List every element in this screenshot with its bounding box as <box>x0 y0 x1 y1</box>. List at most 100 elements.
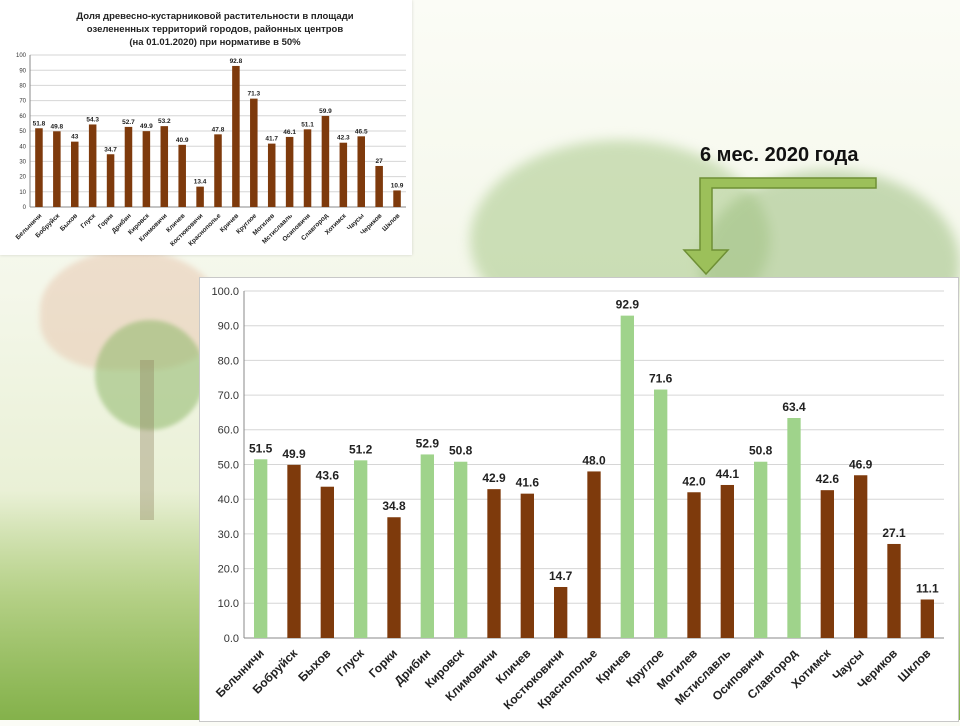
data-label: 42.3 <box>337 135 350 142</box>
bar <box>820 490 834 638</box>
bar <box>254 459 268 638</box>
y-tick-label: 90.0 <box>218 321 239 333</box>
data-label: 14.7 <box>549 569 573 583</box>
x-tick-label: Быхов <box>295 646 333 684</box>
bar <box>387 517 401 638</box>
y-tick-label: 10.0 <box>218 598 239 610</box>
data-label: 46.9 <box>849 457 873 471</box>
bar <box>520 493 534 638</box>
data-label: 63.4 <box>782 400 806 414</box>
data-label: 51.8 <box>33 120 46 127</box>
bar <box>142 131 151 207</box>
x-tick-label: Быхов <box>59 212 79 232</box>
bar <box>487 489 501 638</box>
data-label: 34.7 <box>104 146 117 153</box>
data-label: 50.8 <box>749 444 773 458</box>
bar <box>106 154 115 207</box>
y-tick-label: 100 <box>16 53 27 59</box>
small-tree-crown <box>95 320 205 430</box>
data-label: 54.3 <box>86 116 99 123</box>
bar <box>454 461 468 638</box>
bar <box>357 136 365 207</box>
down-arrow-icon <box>682 177 877 276</box>
bar <box>587 471 601 638</box>
bar <box>887 543 901 638</box>
y-tick-label: 60.0 <box>218 425 239 437</box>
y-tick-label: 30 <box>19 160 26 166</box>
bar <box>920 599 934 638</box>
y-tick-label: 10 <box>19 190 26 196</box>
bar <box>854 475 868 638</box>
bar <box>375 165 383 207</box>
data-label: 92.9 <box>616 298 640 312</box>
annual-chart: 010203040506070809010051.8Белыничи49.8Бо… <box>15 53 406 248</box>
y-tick-label: 30.0 <box>218 529 239 541</box>
bar <box>654 389 668 638</box>
x-tick-label: Шклов <box>895 646 933 684</box>
y-tick-label: 50.0 <box>218 459 239 471</box>
y-tick-label: 20.0 <box>218 563 239 575</box>
bar <box>71 141 79 207</box>
data-label: 52.7 <box>122 119 135 126</box>
data-label: 92.8 <box>230 58 243 65</box>
data-label: 50.8 <box>449 444 473 458</box>
bar <box>267 143 276 207</box>
y-tick-label: 60 <box>19 114 26 120</box>
data-label: 49.8 <box>51 123 64 130</box>
data-label: 34.8 <box>382 499 406 513</box>
bar <box>35 128 43 207</box>
data-label: 71.6 <box>649 372 673 386</box>
data-label: 49.9 <box>140 123 153 130</box>
x-tick-label: Глуск <box>80 212 98 230</box>
y-tick-label: 40.0 <box>218 494 239 506</box>
x-tick-label: Глуск <box>334 646 368 680</box>
data-label: 59.9 <box>319 108 332 115</box>
bar <box>196 186 204 207</box>
bar <box>754 461 768 638</box>
bar <box>354 460 368 638</box>
chart-title: Доля древесно-кустарниковой растительнос… <box>76 11 354 48</box>
bar <box>320 486 334 638</box>
data-label: 42.6 <box>816 472 840 486</box>
x-tick-label: Краснополье <box>535 646 601 712</box>
bar <box>124 126 133 207</box>
data-label: 43.6 <box>316 469 340 483</box>
bar <box>303 129 312 207</box>
bar <box>214 134 222 207</box>
data-label: 41.7 <box>265 136 278 143</box>
bar <box>339 142 348 207</box>
data-label: 47.8 <box>212 126 225 133</box>
bar <box>420 454 434 638</box>
data-label: 51.1 <box>301 121 314 128</box>
bar <box>393 190 401 207</box>
data-label: 49.9 <box>282 447 306 461</box>
y-tick-label: 70 <box>19 99 26 105</box>
y-tick-label: 90 <box>19 68 26 74</box>
data-label: 27.1 <box>882 526 906 540</box>
period-label: 6 мес. 2020 года <box>700 144 859 166</box>
bar <box>88 124 97 207</box>
half-year-chart-panel: 0.0 10.0 20.0 30.0 40.0 50.0 60.0 70.0 80.0 90.0 1… <box>199 277 959 722</box>
data-label: 43 <box>71 134 79 141</box>
bar <box>321 115 330 207</box>
bar <box>232 65 240 207</box>
bar <box>687 492 701 638</box>
y-tick-label: 70.0 <box>218 390 239 402</box>
data-label: 46.1 <box>283 129 296 136</box>
data-label: 71.3 <box>247 91 260 98</box>
data-label: 40.9 <box>176 137 189 144</box>
y-tick-label: 100.0 <box>211 286 239 298</box>
y-tick-label: 0 <box>23 205 27 211</box>
y-tick-label: 50 <box>19 129 26 135</box>
data-label: 51.5 <box>249 441 273 455</box>
bar <box>250 98 258 207</box>
bar <box>287 464 301 638</box>
y-tick-label: 80 <box>19 84 26 90</box>
bar <box>178 144 186 207</box>
data-label: 11.1 <box>916 581 939 595</box>
y-tick-label: 40 <box>19 144 26 150</box>
y-tick-label: 80.0 <box>218 355 239 367</box>
bar <box>620 315 634 638</box>
y-tick-label: 20 <box>19 175 26 181</box>
small-tree-trunk <box>140 360 154 520</box>
